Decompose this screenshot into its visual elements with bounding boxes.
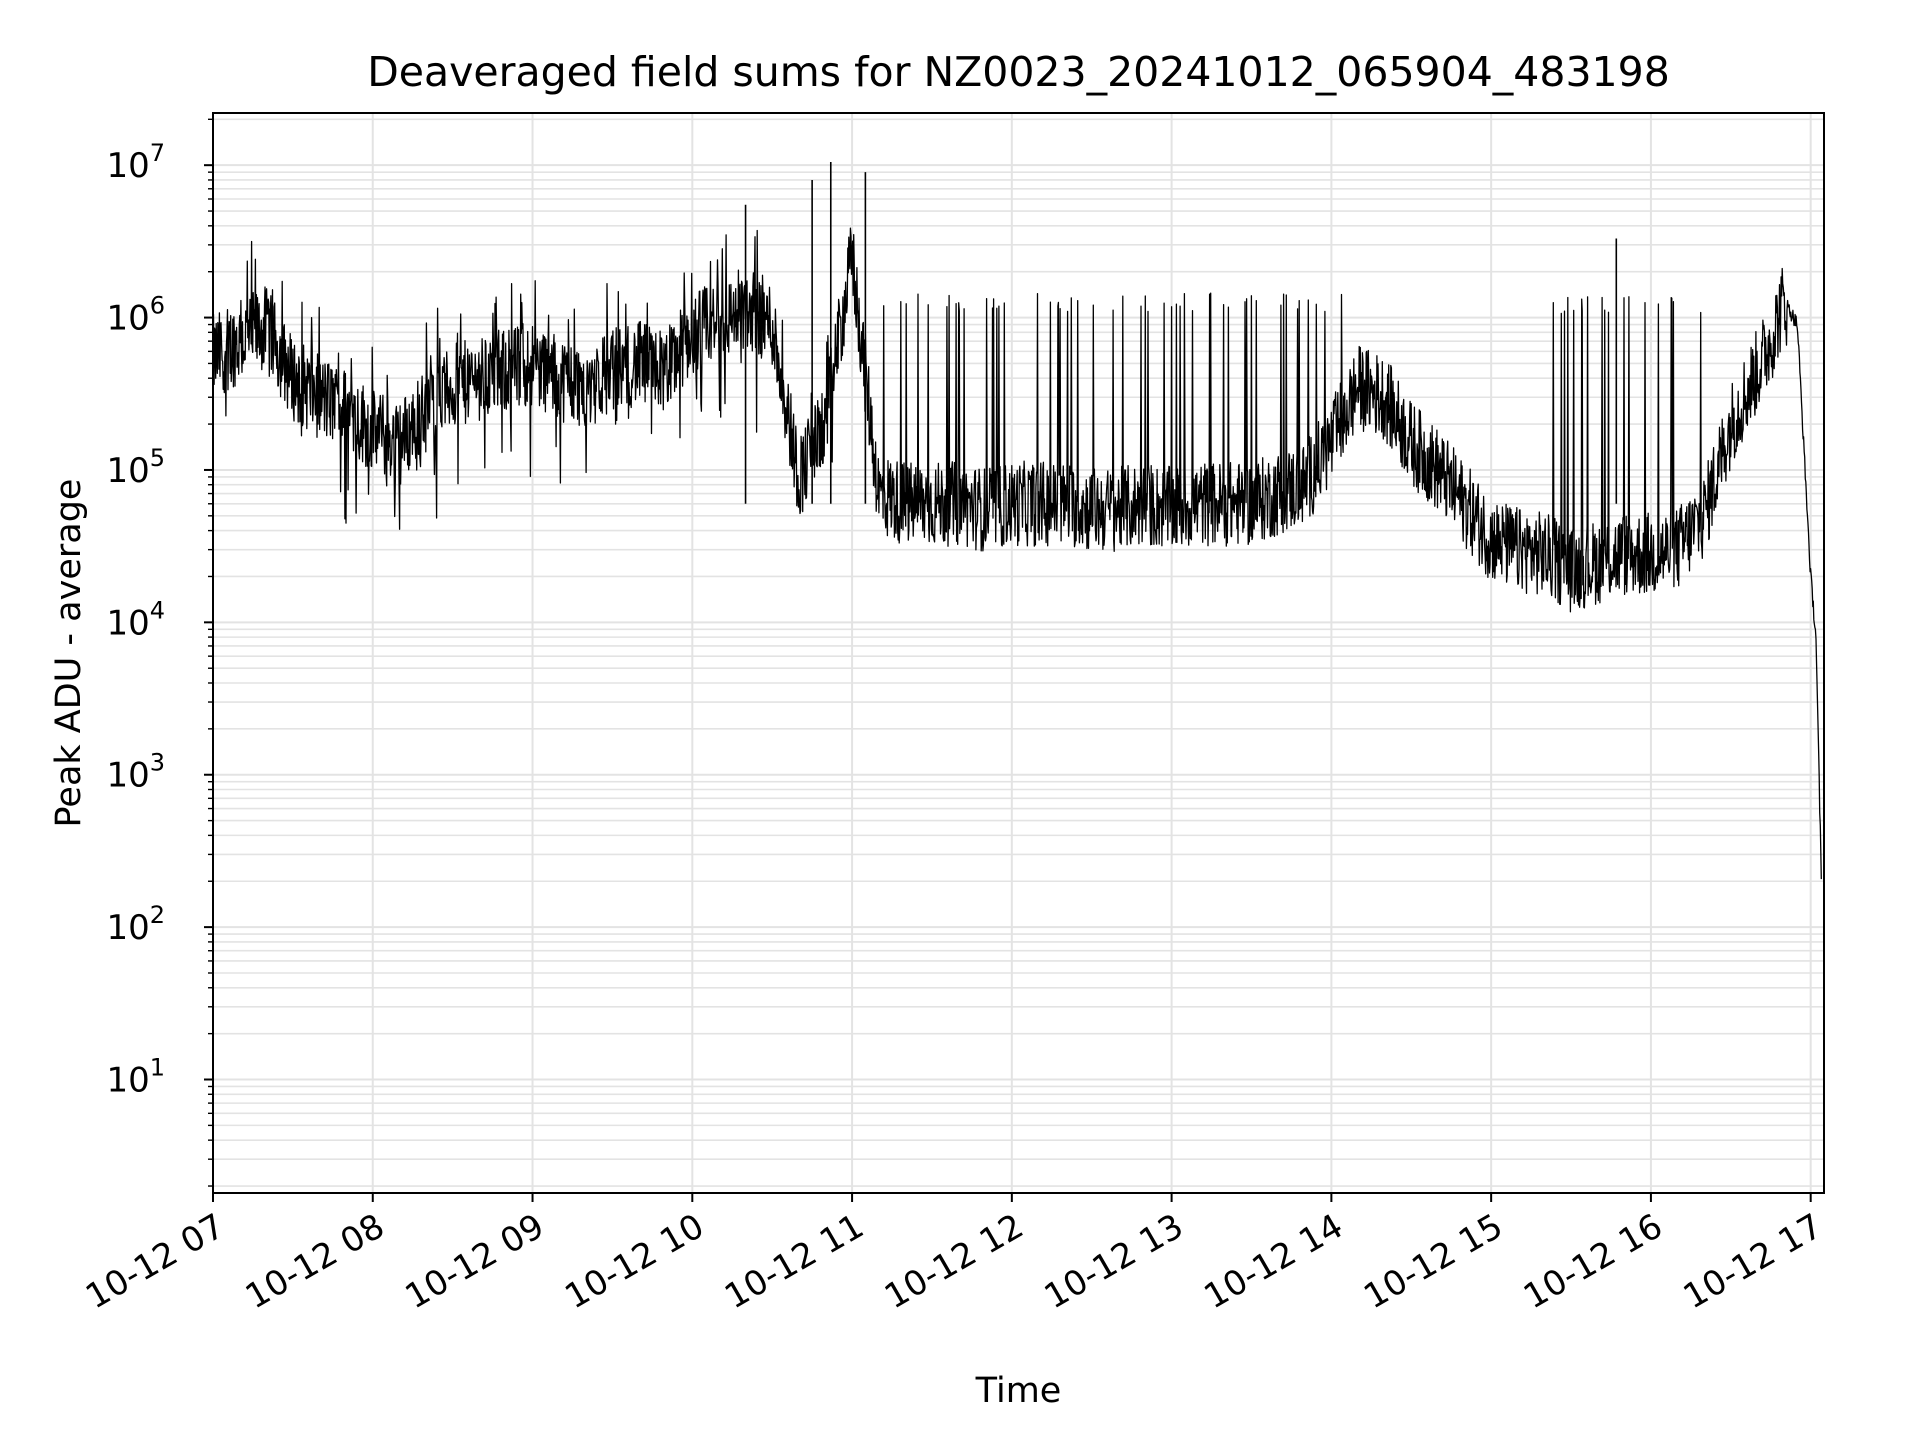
y-axis-label: Peak ADU - average <box>49 479 89 828</box>
chart-title: Deaveraged field sums for NZ0023_2024101… <box>367 48 1670 96</box>
y-tick-label: 101 <box>106 1054 165 1101</box>
y-tick-label: 104 <box>106 596 165 643</box>
plot-frame <box>212 112 1825 1194</box>
y-tick-label: 105 <box>106 444 165 491</box>
grid <box>212 113 1824 1193</box>
y-tick-label: 106 <box>106 292 165 339</box>
x-axis-label: Time <box>975 1371 1062 1411</box>
series-line <box>212 227 1822 880</box>
y-tick-label: 107 <box>106 139 165 186</box>
y-tick-label: 103 <box>106 749 165 796</box>
series-layer <box>212 161 1822 880</box>
y-tick-label: 102 <box>106 901 165 948</box>
